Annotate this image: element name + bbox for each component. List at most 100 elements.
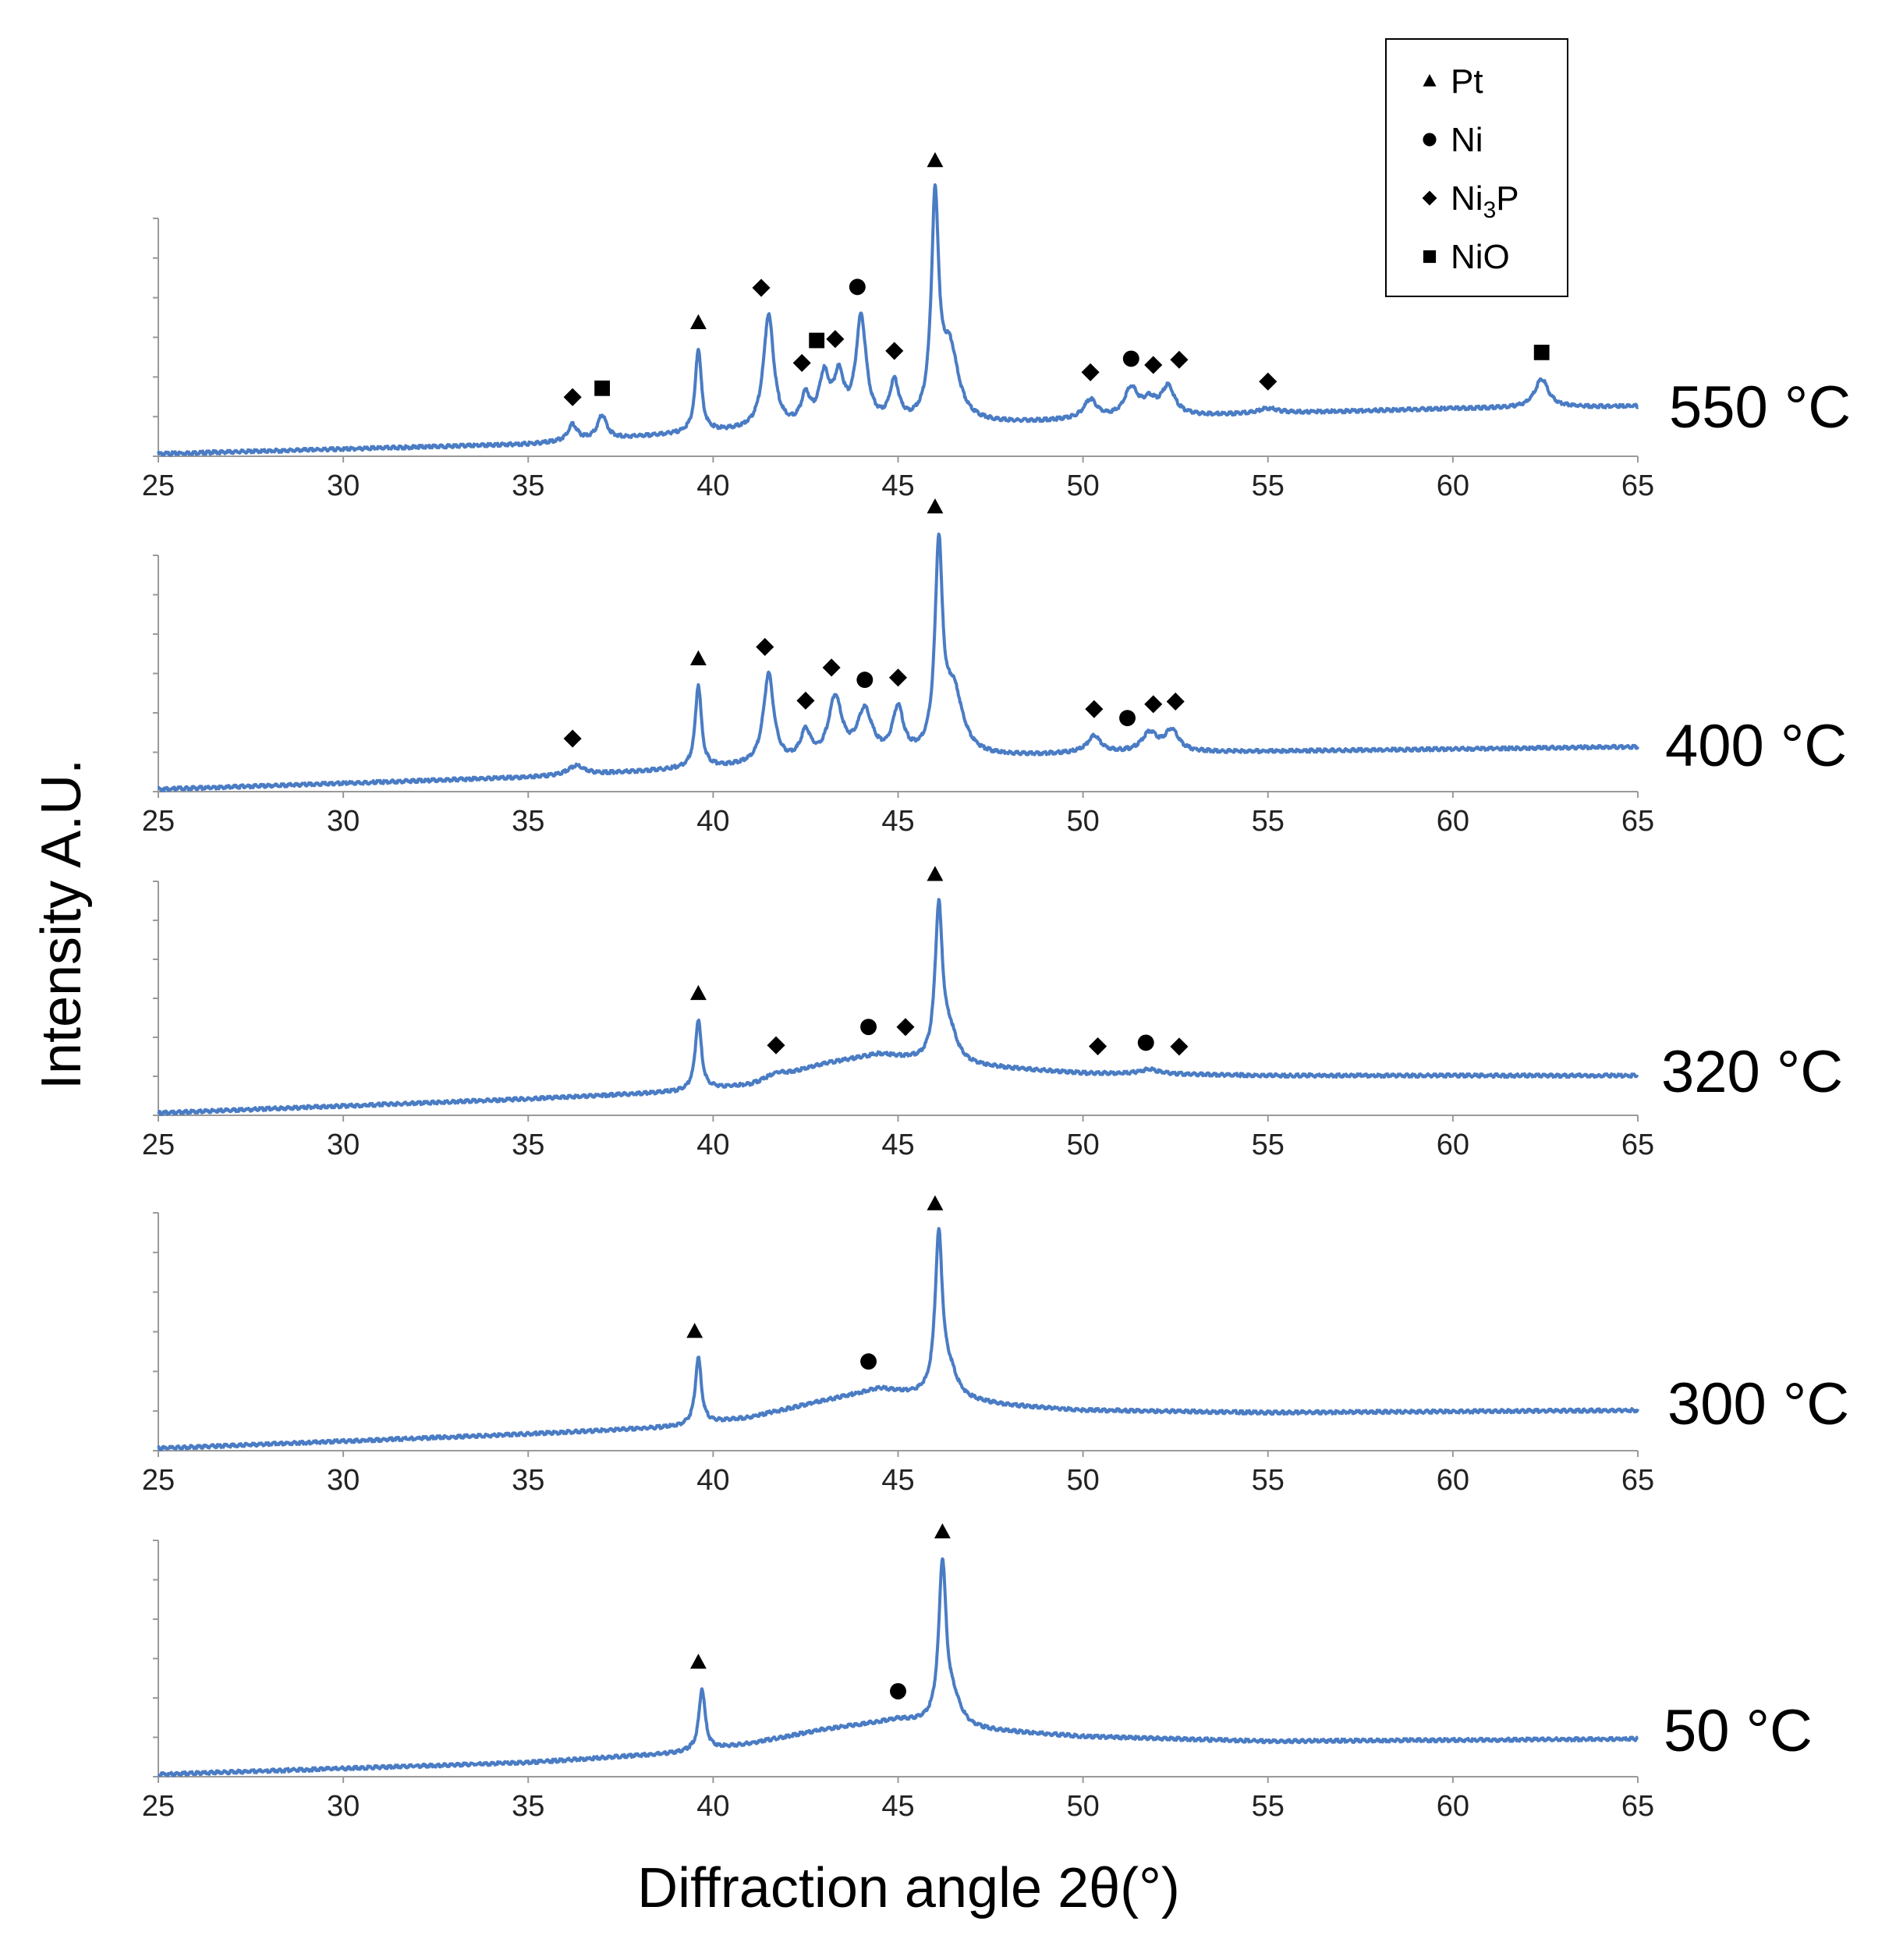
x-tick-label: 50 (1066, 1790, 1099, 1823)
peak-marker-diamond (796, 691, 815, 710)
x-tick-label: 30 (327, 1464, 360, 1497)
peak-marker-diamond (896, 1018, 915, 1037)
x-tick-label: 60 (1437, 470, 1469, 502)
peak-marker-triangle (927, 1195, 944, 1210)
legend-label: Ni3P (1451, 179, 1519, 223)
peak-marker-circle (860, 1019, 877, 1036)
legend-label: Pt (1451, 62, 1483, 101)
peak-marker-triangle (927, 498, 944, 514)
x-tick-label: 35 (512, 1464, 544, 1497)
peak-marker-circle (1119, 710, 1136, 727)
peak-marker-diamond (1144, 695, 1163, 714)
x-tick-label: 30 (327, 1790, 360, 1823)
peak-marker-circle (890, 1682, 906, 1699)
x-tick-label: 45 (881, 1464, 914, 1497)
peak-marker-triangle (689, 1653, 707, 1669)
peak-marker-diamond (888, 668, 908, 687)
x-axis-title: Diffraction angle 2θ(°) (637, 1857, 1180, 1919)
peak-marker-circle (860, 1353, 877, 1370)
peak-marker-circle (856, 672, 874, 689)
peak-marker-triangle (927, 151, 944, 168)
temperature-label: 320 °C (1661, 1039, 1843, 1105)
peak-marker-diamond (563, 388, 582, 406)
legend-marker-circle (1423, 133, 1437, 147)
peak-marker-triangle (927, 866, 944, 881)
x-tick-label: 35 (512, 470, 544, 502)
x-tick-label: 25 (142, 1790, 175, 1823)
x-tick-label: 45 (881, 470, 914, 502)
legend-marker-diamond (1422, 190, 1437, 206)
x-tick-label: 40 (696, 1129, 729, 1161)
peak-marker-diamond (826, 330, 845, 349)
peak-marker-diamond (752, 278, 771, 297)
series-line (157, 183, 1639, 457)
x-tick-label: 45 (881, 1129, 914, 1161)
x-tick-label: 45 (881, 1790, 914, 1823)
peak-marker-diamond (756, 637, 774, 657)
x-tick-label: 65 (1621, 470, 1654, 502)
peak-marker-diamond (767, 1036, 785, 1054)
x-tick-label: 50 (1066, 1129, 1099, 1161)
legend: Pt Ni Ni3P NiO (1385, 38, 1568, 297)
x-tick-label: 65 (1621, 1464, 1654, 1497)
peak-marker-diamond (1085, 700, 1104, 718)
x-tick-label: 55 (1252, 470, 1285, 502)
temperature-label: 550 °C (1669, 374, 1851, 441)
x-tick-label: 60 (1437, 1790, 1469, 1823)
x-tick-label: 55 (1252, 1129, 1285, 1161)
peak-marker-diamond (1166, 692, 1185, 711)
x-tick-label: 65 (1621, 1790, 1654, 1823)
legend-marker-square (1423, 250, 1437, 264)
x-tick-label: 40 (696, 805, 729, 838)
panel-4: 25 30 35 40 45 50 55 60 65 50 °C (142, 1523, 1813, 1823)
legend-marker-triangle (1423, 74, 1437, 87)
peak-marker-diamond (563, 729, 582, 748)
x-tick-label: 60 (1437, 1129, 1469, 1161)
x-tick-label: 40 (696, 1790, 729, 1823)
x-tick-label: 55 (1252, 1464, 1285, 1497)
peak-marker-triangle (689, 314, 707, 330)
peak-marker-square (809, 332, 825, 349)
panels: 25 30 35 40 45 50 55 60 65 550 °C 25 30 35 40 45 50 55 60… (142, 151, 1851, 1823)
peak-marker-square (594, 380, 610, 396)
peak-marker-diamond (1081, 363, 1100, 381)
peak-marker-circle (1137, 1034, 1154, 1051)
x-tick-label: 40 (696, 1464, 729, 1497)
peak-marker-triangle (686, 1323, 703, 1338)
legend-label-suffix: P (1496, 179, 1519, 218)
legend-label: Ni (1451, 121, 1483, 159)
x-tick-label: 30 (327, 1129, 360, 1161)
x-tick-label: 50 (1066, 805, 1099, 838)
x-tick-label: 60 (1437, 1464, 1469, 1497)
temperature-label: 400 °C (1665, 713, 1847, 779)
x-tick-label: 55 (1252, 1790, 1285, 1823)
x-tick-label: 50 (1066, 1464, 1099, 1497)
peak-marker-circle (1122, 350, 1139, 367)
series-line (157, 1227, 1639, 1451)
peak-marker-triangle (689, 984, 707, 1001)
x-tick-label: 30 (327, 470, 360, 502)
x-tick-label: 30 (327, 805, 360, 838)
temperature-label: 300 °C (1667, 1371, 1849, 1437)
x-tick-label: 25 (142, 1129, 175, 1161)
legend-box (1385, 38, 1568, 297)
legend-label-subscript: 3 (1483, 197, 1497, 223)
panel-0: 25 30 35 40 45 50 55 60 65 550 °C (142, 151, 1851, 502)
x-tick-label: 65 (1621, 805, 1654, 838)
peak-marker-diamond (1170, 1037, 1189, 1056)
panel-1: 25 30 35 40 45 50 55 60 65 400 °C (142, 498, 1847, 838)
x-tick-label: 35 (512, 1790, 544, 1823)
peak-marker-diamond (1089, 1037, 1107, 1056)
x-tick-label: 65 (1621, 1129, 1654, 1161)
peak-marker-triangle (934, 1523, 951, 1539)
peak-marker-diamond (1144, 356, 1163, 374)
peak-marker-diamond (822, 658, 841, 677)
x-tick-label: 25 (142, 470, 175, 502)
series-line (157, 1557, 1639, 1777)
peak-marker-square (1533, 344, 1550, 360)
x-tick-label: 45 (881, 805, 914, 838)
peak-marker-circle (849, 278, 866, 296)
x-tick-label: 35 (512, 805, 544, 838)
